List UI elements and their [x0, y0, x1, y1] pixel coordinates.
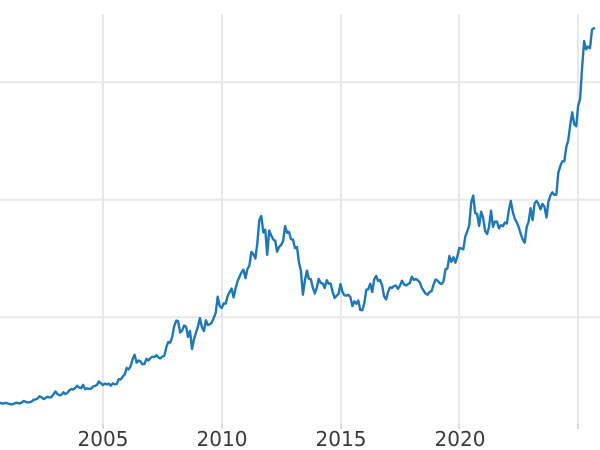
- x-tick-label-2005: 2005: [77, 427, 129, 450]
- x-tick-label-2015: 2015: [315, 427, 367, 450]
- gridlines-horizontal: [0, 81, 600, 319]
- x-tick-label-2010: 2010: [196, 427, 248, 450]
- x-axis-ticks: [102, 424, 579, 429]
- price-line: [0, 27, 596, 406]
- x-tick-label-2020: 2020: [434, 427, 486, 450]
